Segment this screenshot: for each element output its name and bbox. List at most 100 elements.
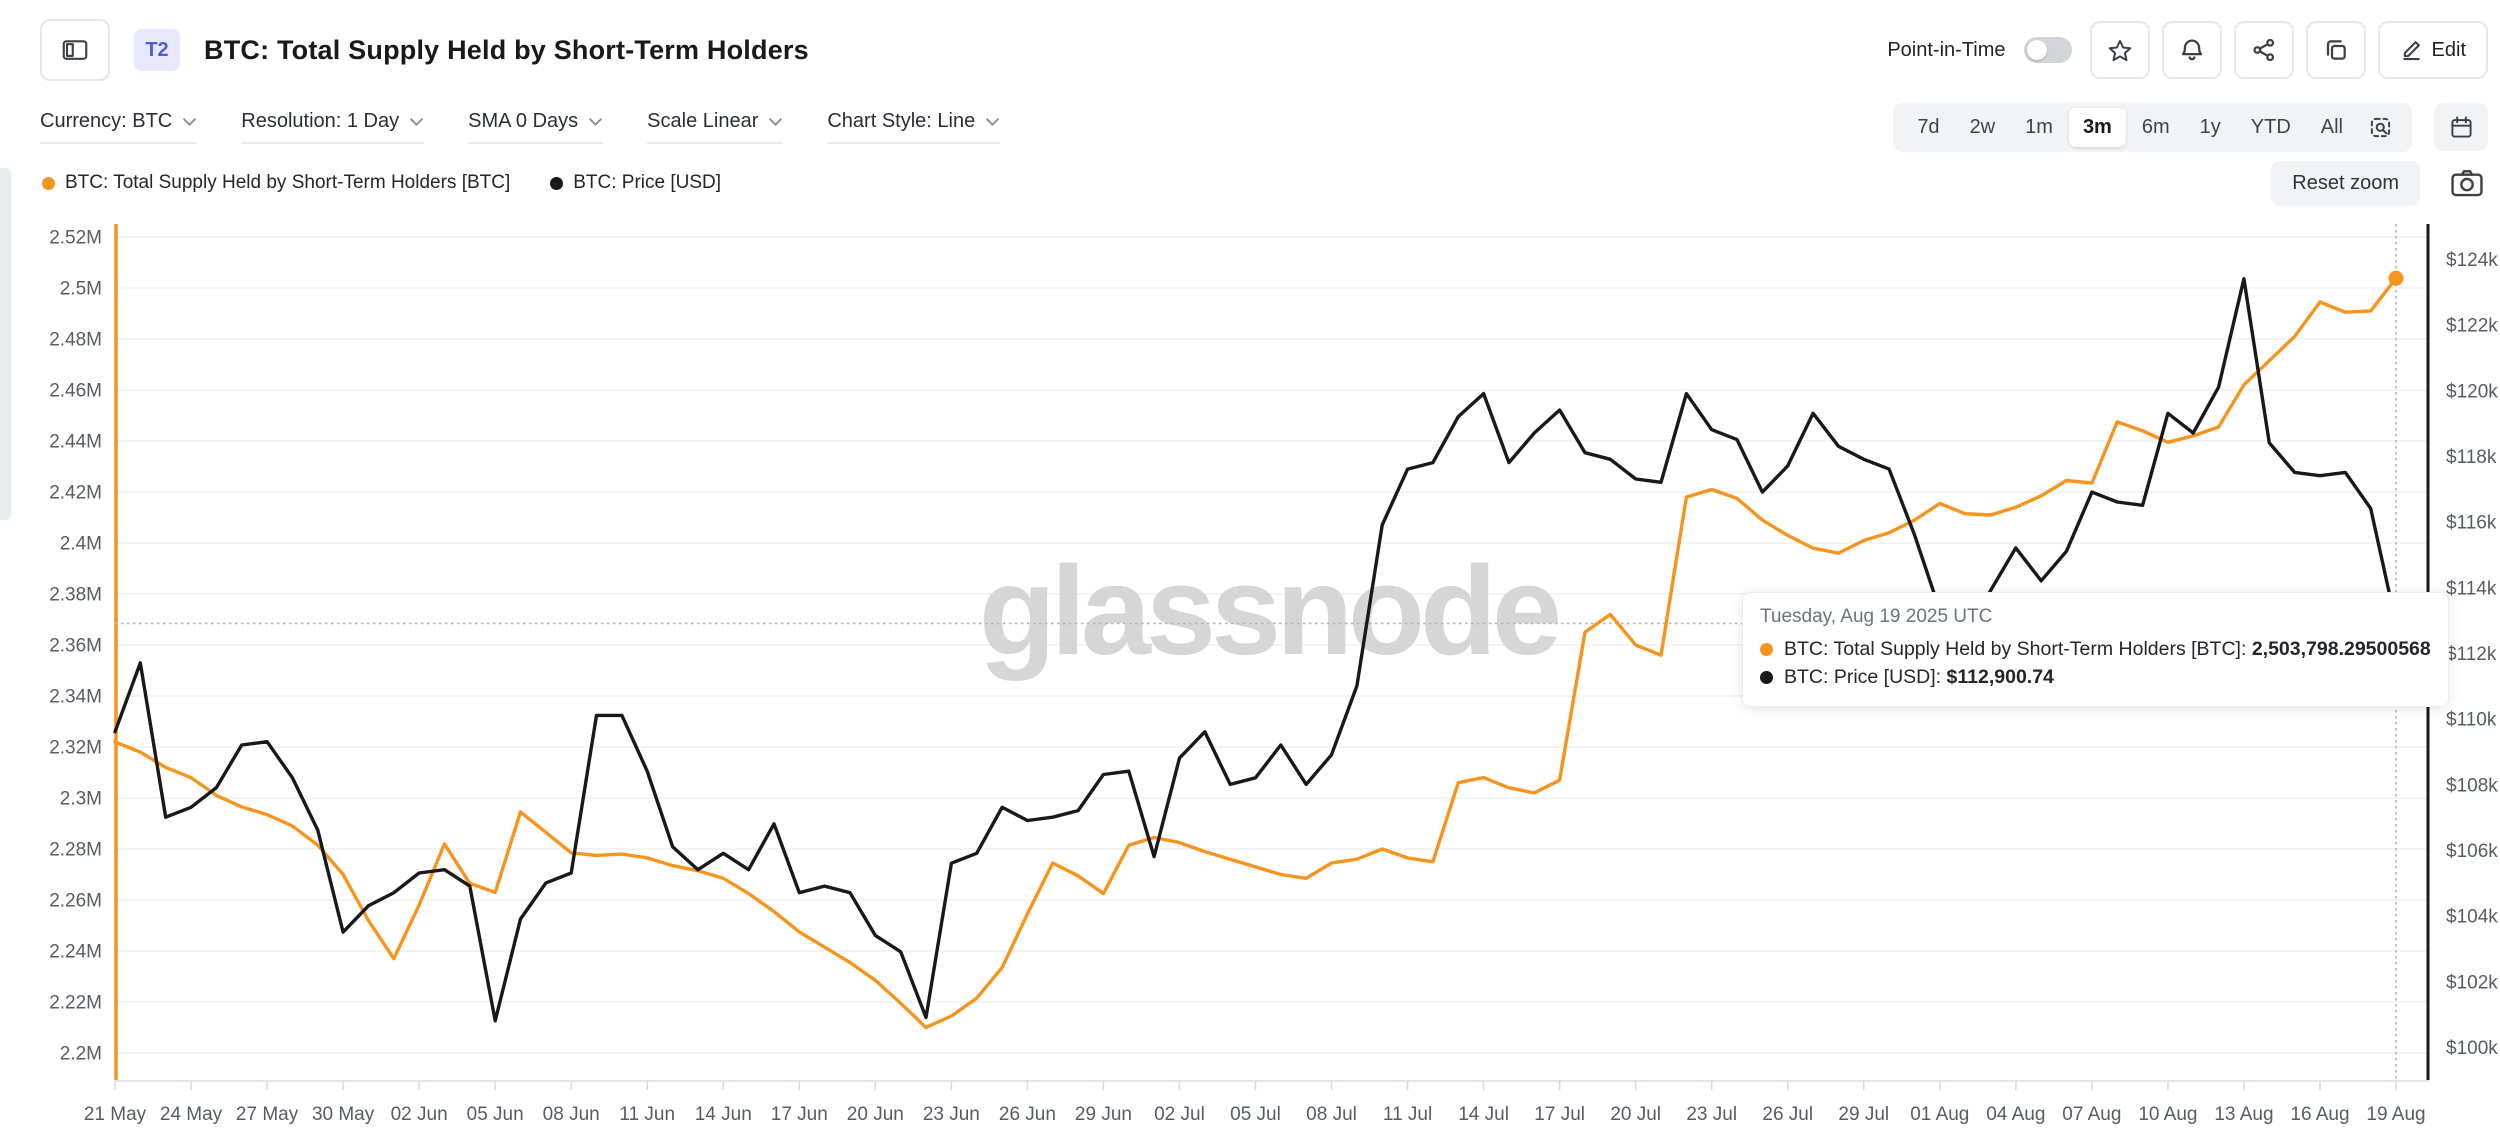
share-icon bbox=[2252, 38, 2274, 62]
collapsed-sidebar-strip[interactable] bbox=[0, 168, 11, 520]
legend-row: BTC: Total Supply Held by Short-Term Hol… bbox=[0, 154, 2500, 212]
left-axis-labels: 2.52M 2.5M 2.48M 2.46M 2.44M 2.42M 2.4M 2.38M 2.… bbox=[49, 228, 102, 1065]
svg-text:$100k: $100k bbox=[2446, 1038, 2498, 1059]
svg-text:26 Jun: 26 Jun bbox=[999, 1104, 1056, 1125]
range-option-1y[interactable]: 1y bbox=[2199, 115, 2221, 138]
date-picker-button[interactable] bbox=[2434, 103, 2488, 151]
svg-text:$106k: $106k bbox=[2446, 841, 2498, 862]
glassnode-watermark: glassnode bbox=[979, 540, 1558, 681]
svg-text:$102k: $102k bbox=[2446, 972, 2498, 993]
svg-text:2.48M: 2.48M bbox=[49, 330, 102, 351]
range-option-3m[interactable]: 3m bbox=[2068, 107, 2126, 147]
chevron-down-icon bbox=[589, 117, 602, 126]
svg-text:01 Aug: 01 Aug bbox=[1910, 1104, 1969, 1125]
zoom-area-button[interactable] bbox=[2359, 108, 2402, 147]
svg-text:17 Jul: 17 Jul bbox=[1534, 1104, 1585, 1125]
legend-label: BTC: Price [USD] bbox=[573, 172, 722, 193]
range-option-6m[interactable]: 6m bbox=[2141, 115, 2170, 138]
svg-text:2.5M: 2.5M bbox=[60, 279, 102, 300]
svg-text:23 Jun: 23 Jun bbox=[923, 1104, 980, 1125]
toggle-knob bbox=[2026, 40, 2047, 60]
point-in-time-label: Point-in-Time bbox=[1887, 38, 2006, 61]
svg-text:23 Jul: 23 Jul bbox=[1686, 1104, 1737, 1125]
sidebar-layout-icon bbox=[62, 40, 88, 60]
svg-text:2.36M: 2.36M bbox=[49, 636, 102, 657]
svg-text:2.46M: 2.46M bbox=[49, 381, 102, 402]
duplicate-button[interactable] bbox=[2305, 21, 2366, 79]
legend-item-1[interactable]: BTC: Price [USD] bbox=[550, 172, 721, 194]
bell-icon bbox=[2181, 39, 2202, 61]
time-range-selector: 7d 2w 1m 3m 6m 1y YTD All bbox=[1893, 102, 2412, 152]
alert-button[interactable] bbox=[2161, 21, 2222, 79]
dropdown-currency[interactable]: Currency: BTC bbox=[40, 110, 198, 144]
svg-text:2.2M: 2.2M bbox=[60, 1044, 102, 1065]
svg-text:14 Jul: 14 Jul bbox=[1458, 1104, 1509, 1125]
time-range-options: 7d 2w 1m 3m 6m 1y YTD All bbox=[1903, 107, 2357, 147]
chevron-down-icon bbox=[986, 117, 1000, 126]
svg-text:2.4M: 2.4M bbox=[60, 534, 102, 555]
chart-tier-badge: T2 bbox=[134, 29, 180, 71]
svg-text:08 Jun: 08 Jun bbox=[543, 1104, 600, 1125]
copy-icon bbox=[2326, 40, 2346, 60]
favorite-button[interactable] bbox=[2089, 21, 2150, 79]
gridlines bbox=[117, 236, 2428, 1054]
svg-text:17 Jun: 17 Jun bbox=[771, 1104, 828, 1125]
data-series bbox=[113, 276, 2398, 1030]
svg-text:19 Aug: 19 Aug bbox=[2366, 1104, 2425, 1125]
star-icon bbox=[2108, 39, 2131, 61]
dropdown-chart-style[interactable]: Chart Style: Line bbox=[827, 110, 1001, 144]
dropdown-label: Scale Linear bbox=[647, 110, 759, 132]
svg-text:2.22M: 2.22M bbox=[49, 993, 102, 1014]
svg-text:20 Jun: 20 Jun bbox=[847, 1104, 904, 1125]
range-option-1m[interactable]: 1m bbox=[2025, 115, 2053, 138]
calendar-icon bbox=[2450, 116, 2472, 138]
tooltip-rows: BTC: Total Supply Held by Short-Term Hol… bbox=[1760, 635, 2431, 692]
svg-text:2.28M: 2.28M bbox=[49, 840, 102, 861]
edit-button[interactable]: Edit bbox=[2377, 21, 2488, 79]
dropdown-label: Currency: BTC bbox=[40, 110, 173, 132]
range-option-7d[interactable]: 7d bbox=[1917, 115, 1940, 138]
svg-text:29 Jul: 29 Jul bbox=[1838, 1104, 1889, 1125]
svg-text:26 Jul: 26 Jul bbox=[1762, 1104, 1813, 1125]
svg-text:2.44M: 2.44M bbox=[49, 432, 102, 453]
svg-text:2.24M: 2.24M bbox=[49, 942, 102, 963]
reset-zoom-button[interactable]: Reset zoom bbox=[2271, 160, 2420, 206]
edit-button-label: Edit bbox=[2431, 38, 2466, 61]
tooltip-row-text: BTC: Price [USD]: $112,900.74 bbox=[1784, 666, 2054, 689]
svg-text:11 Jun: 11 Jun bbox=[619, 1104, 675, 1125]
dropdown-sma-0-days[interactable]: SMA 0 Days bbox=[468, 110, 604, 144]
svg-text:2.42M: 2.42M bbox=[49, 483, 102, 504]
screenshot-camera-button[interactable] bbox=[2450, 168, 2484, 198]
range-option-2w[interactable]: 2w bbox=[1969, 115, 1996, 138]
tooltip-row-0: BTC: Total Supply Held by Short-Term Hol… bbox=[1760, 635, 2431, 663]
point-in-time-toggle[interactable] bbox=[2023, 37, 2072, 63]
dropdown-resolution[interactable]: Resolution: 1 Day bbox=[241, 110, 425, 144]
legend-item-0[interactable]: BTC: Total Supply Held by Short-Term Hol… bbox=[42, 172, 510, 194]
svg-text:02 Jun: 02 Jun bbox=[391, 1104, 448, 1125]
svg-text:2.32M: 2.32M bbox=[49, 738, 102, 759]
legend-dot bbox=[550, 176, 564, 190]
toggle-sidebar-button[interactable] bbox=[40, 19, 110, 81]
svg-text:$116k: $116k bbox=[2446, 513, 2497, 534]
dropdown-scale-linear[interactable]: Scale Linear bbox=[647, 110, 784, 144]
range-option-all[interactable]: All bbox=[2320, 115, 2343, 138]
share-button[interactable] bbox=[2233, 21, 2294, 79]
svg-text:2.38M: 2.38M bbox=[49, 585, 102, 606]
svg-text:04 Aug: 04 Aug bbox=[1986, 1104, 2045, 1125]
svg-text:20 Jul: 20 Jul bbox=[1610, 1104, 1661, 1125]
header-bar: T2 BTC: Total Supply Held by Short-Term … bbox=[0, 0, 2500, 100]
x-axis-labels: 21 May 24 May 27 May 30 May 02 Jun 05 Jun 08 J… bbox=[84, 1104, 2426, 1125]
svg-text:$120k: $120k bbox=[2446, 381, 2498, 402]
svg-text:$108k: $108k bbox=[2446, 775, 2498, 796]
dropdown-label: SMA 0 Days bbox=[468, 110, 579, 132]
svg-text:10 Aug: 10 Aug bbox=[2138, 1104, 2197, 1125]
svg-text:11 Jul: 11 Jul bbox=[1383, 1104, 1432, 1125]
range-option-ytd[interactable]: YTD bbox=[2250, 115, 2291, 138]
page-title: BTC: Total Supply Held by Short-Term Hol… bbox=[204, 34, 809, 65]
svg-text:2.3M: 2.3M bbox=[60, 789, 102, 810]
svg-text:14 Jun: 14 Jun bbox=[695, 1104, 752, 1125]
svg-text:$114k: $114k bbox=[2446, 578, 2497, 599]
dropdown-label: Resolution: 1 Day bbox=[241, 110, 400, 132]
